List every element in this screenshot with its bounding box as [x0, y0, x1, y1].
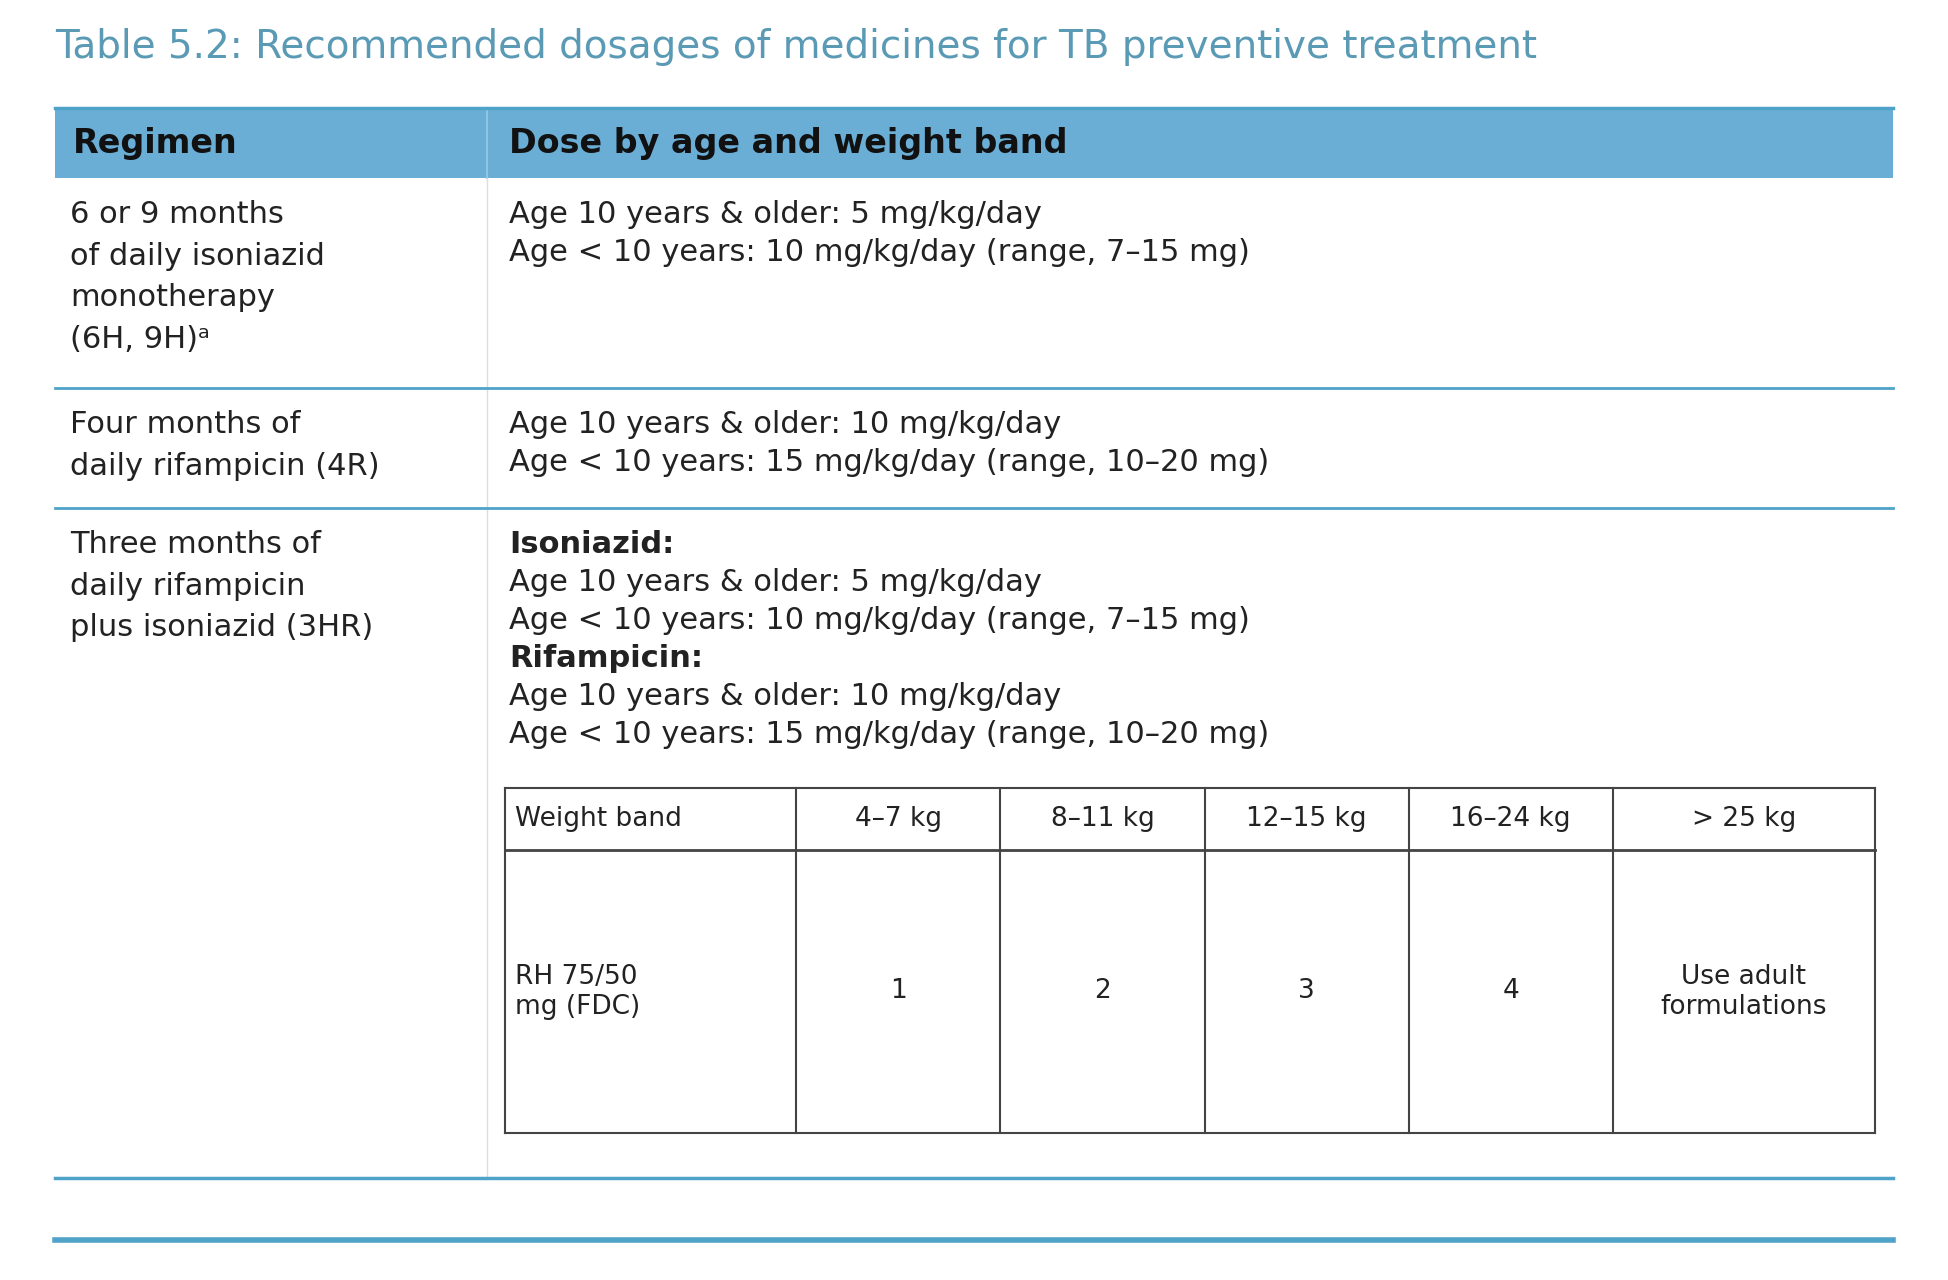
Text: 1: 1: [890, 978, 908, 1005]
Text: Age 10 years & older: 10 mg/kg/day: Age 10 years & older: 10 mg/kg/day: [508, 682, 1062, 710]
Text: Age < 10 years: 15 mg/kg/day (range, 10–20 mg): Age < 10 years: 15 mg/kg/day (range, 10–…: [508, 719, 1270, 749]
Text: RH 75/50
mg (FDC): RH 75/50 mg (FDC): [514, 964, 641, 1019]
Text: 4: 4: [1502, 978, 1519, 1005]
Text: 4–7 kg: 4–7 kg: [855, 806, 943, 832]
Text: 6 or 9 months
of daily isoniazid
monotherapy
(6H, 9H)ᵃ: 6 or 9 months of daily isoniazid monothe…: [70, 200, 325, 355]
Bar: [55, 108, 1893, 178]
Bar: [55, 178, 1893, 388]
Bar: [55, 388, 1893, 508]
Text: Age 10 years & older: 5 mg/kg/day: Age 10 years & older: 5 mg/kg/day: [508, 200, 1042, 229]
Text: Rifampicin:: Rifampicin:: [508, 644, 703, 673]
Text: Weight band: Weight band: [514, 806, 682, 832]
Text: Three months of
daily rifampicin
plus isoniazid (3HR): Three months of daily rifampicin plus is…: [70, 530, 374, 643]
Text: 8–11 kg: 8–11 kg: [1050, 806, 1155, 832]
Text: 3: 3: [1297, 978, 1315, 1005]
Text: Use adult
formulations: Use adult formulations: [1660, 964, 1827, 1019]
Text: 12–15 kg: 12–15 kg: [1247, 806, 1367, 832]
Text: 2: 2: [1095, 978, 1110, 1005]
Text: Four months of
daily rifampicin (4R): Four months of daily rifampicin (4R): [70, 410, 380, 481]
Text: Isoniazid:: Isoniazid:: [508, 530, 674, 559]
Text: Age 10 years & older: 5 mg/kg/day: Age 10 years & older: 5 mg/kg/day: [508, 568, 1042, 596]
Text: 16–24 kg: 16–24 kg: [1451, 806, 1570, 832]
Text: Regimen: Regimen: [72, 127, 238, 160]
Text: Age 10 years & older: 10 mg/kg/day: Age 10 years & older: 10 mg/kg/day: [508, 410, 1062, 439]
Bar: [55, 508, 1893, 1178]
Text: > 25 kg: > 25 kg: [1691, 806, 1796, 832]
Text: Table 5.2: Recommended dosages of medicines for TB preventive treatment: Table 5.2: Recommended dosages of medici…: [55, 28, 1537, 67]
Text: Age < 10 years: 15 mg/kg/day (range, 10–20 mg): Age < 10 years: 15 mg/kg/day (range, 10–…: [508, 448, 1270, 477]
Text: Age < 10 years: 10 mg/kg/day (range, 7–15 mg): Age < 10 years: 10 mg/kg/day (range, 7–1…: [508, 605, 1251, 635]
Text: Age < 10 years: 10 mg/kg/day (range, 7–15 mg): Age < 10 years: 10 mg/kg/day (range, 7–1…: [508, 238, 1251, 268]
Text: Dose by age and weight band: Dose by age and weight band: [508, 127, 1068, 160]
